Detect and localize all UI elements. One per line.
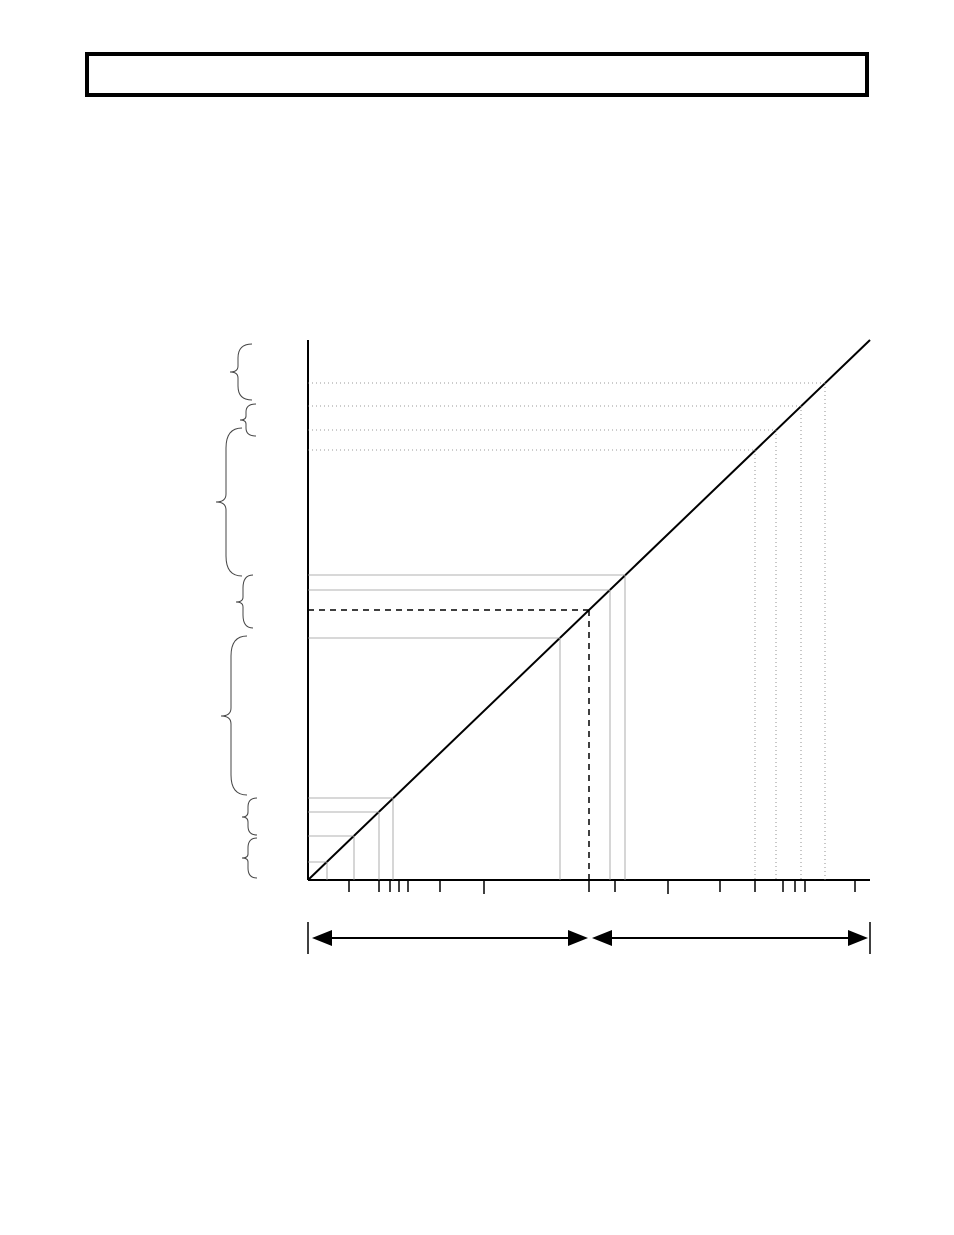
diagram-svg [0,0,954,1235]
x-ticks [349,880,855,894]
bottom-arrows [308,922,870,954]
left-braces [216,344,257,878]
